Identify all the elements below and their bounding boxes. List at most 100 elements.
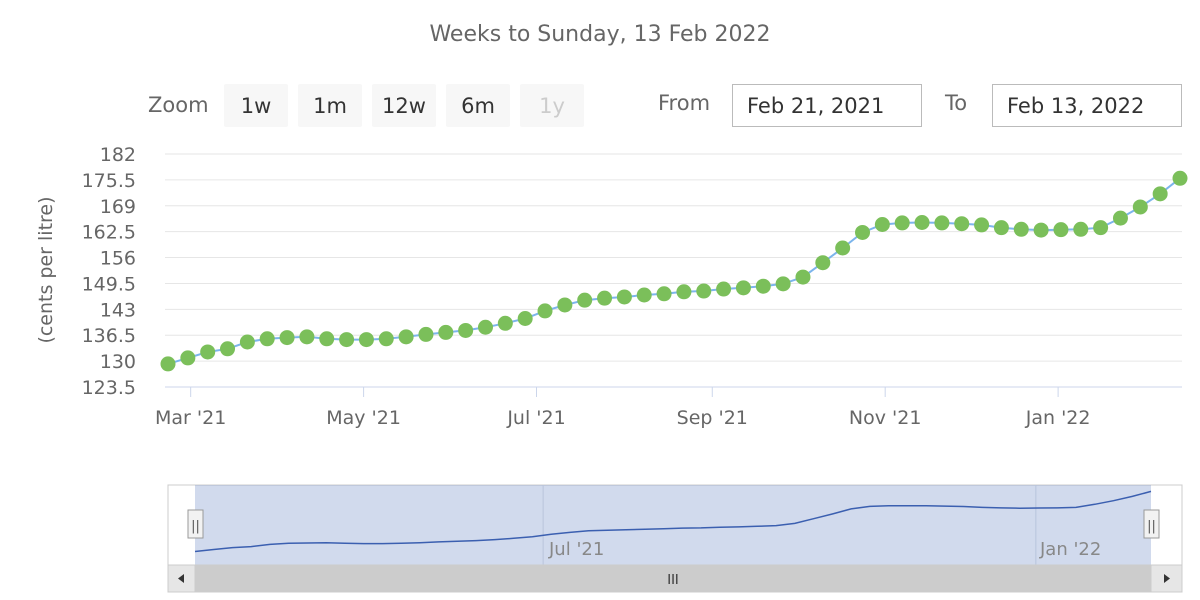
data-point-2021-07-04[interactable] — [537, 303, 553, 319]
navigator-label-jul: Jul '21 — [548, 539, 604, 560]
data-point-2022-02-13[interactable] — [1172, 170, 1188, 186]
data-point-2021-04-18[interactable] — [319, 331, 335, 347]
x-tick-label-2021-07-01: Jul '21 — [506, 407, 565, 429]
range-from-label: From — [658, 91, 711, 115]
data-point-2021-05-23[interactable] — [418, 326, 434, 342]
y-axis-title: (cents per litre) — [35, 196, 57, 343]
data-point-2021-07-11[interactable] — [557, 297, 573, 313]
y-tick-label-130: 130 — [100, 351, 136, 373]
data-point-2021-06-27[interactable] — [517, 310, 533, 326]
data-point-2021-10-24[interactable] — [855, 224, 871, 240]
y-tick-label-156: 156 — [100, 248, 136, 270]
navigator-right-handle[interactable]: || — [1143, 509, 1160, 539]
scrollbar-thumb[interactable] — [194, 564, 1152, 593]
left-handle-grip: || — [191, 519, 200, 534]
data-point-2021-10-17[interactable] — [835, 240, 851, 256]
data-point-2021-08-15[interactable] — [656, 286, 672, 302]
data-point-2021-12-26[interactable] — [1033, 222, 1049, 238]
range-to-input[interactable] — [992, 84, 1182, 127]
data-point-2021-03-21[interactable] — [239, 334, 255, 350]
scrollbar[interactable]: III — [167, 564, 1183, 593]
data-point-2021-04-04[interactable] — [279, 330, 295, 346]
data-point-2021-06-06[interactable] — [458, 322, 474, 338]
y-tick-label-182: 182 — [100, 144, 136, 166]
data-point-2021-03-14[interactable] — [220, 341, 236, 357]
zoom-label: Zoom — [148, 93, 209, 117]
data-point-2021-11-07[interactable] — [894, 215, 910, 231]
y-tick-label-162.5: 162.5 — [82, 222, 136, 244]
zoom-12w-button[interactable]: 12w — [372, 84, 436, 127]
data-point-2021-04-25[interactable] — [339, 332, 355, 348]
data-point-2021-09-05[interactable] — [716, 281, 732, 297]
scroll-left-arrow-icon — [178, 574, 184, 583]
x-tick-label-2021-11-01: Nov '21 — [849, 407, 922, 429]
data-point-2021-11-14[interactable] — [914, 215, 930, 231]
navigator[interactable]: Jul '21 Jan '22 || || — [167, 484, 1183, 566]
data-point-2021-02-28[interactable] — [180, 350, 196, 366]
data-point-2021-08-22[interactable] — [676, 284, 692, 300]
zoom-6m-button[interactable]: 6m — [446, 84, 510, 127]
data-point-2021-05-09[interactable] — [378, 331, 394, 347]
chart-subtitle: Weeks to Sunday, 13 Feb 2022 — [429, 22, 771, 47]
data-point-2021-12-19[interactable] — [1013, 221, 1029, 237]
data-point-2022-01-02[interactable] — [1053, 222, 1069, 238]
navigator-label-jan: Jan '22 — [1039, 539, 1101, 560]
data-point-2021-08-01[interactable] — [616, 289, 632, 305]
navigator-selected-range[interactable] — [195, 485, 1151, 565]
data-point-2021-05-30[interactable] — [438, 324, 454, 340]
x-tick-label-2021-03-01: Mar '21 — [155, 407, 226, 429]
y-tick-label-123.5: 123.5 — [82, 377, 136, 399]
data-point-2021-09-12[interactable] — [735, 280, 751, 296]
data-point-2021-10-03[interactable] — [795, 269, 811, 285]
y-tick-label-149.5: 149.5 — [82, 273, 136, 295]
navigator-background — [167, 484, 1183, 566]
data-point-2022-01-30[interactable] — [1132, 199, 1148, 215]
data-point-2021-08-29[interactable] — [696, 283, 712, 299]
zoom-1m-button[interactable]: 1m — [298, 84, 362, 127]
right-handle-grip: || — [1147, 519, 1156, 534]
series-line — [167, 177, 1181, 365]
zoom-1w-button[interactable]: 1w — [224, 84, 288, 127]
y-tick-label-143: 143 — [100, 299, 136, 321]
data-point-2021-03-07[interactable] — [200, 344, 216, 360]
data-point-2021-10-31[interactable] — [874, 216, 890, 232]
data-point-2021-11-28[interactable] — [954, 216, 970, 232]
data-point-2021-02-21[interactable] — [160, 356, 176, 372]
x-tick-label-2022-01-01: Jan '22 — [1025, 407, 1091, 429]
data-point-2022-01-09[interactable] — [1073, 221, 1089, 237]
data-point-2022-01-16[interactable] — [1093, 220, 1109, 236]
data-point-2021-12-05[interactable] — [974, 217, 990, 233]
data-point-2021-09-26[interactable] — [775, 276, 791, 292]
series-markers — [160, 170, 1188, 372]
data-point-2021-08-08[interactable] — [636, 287, 652, 303]
x-axis-ticks: Mar '21 May '21 Jul '21 Sep '21 Nov '21 Jan '… — [155, 387, 1090, 429]
y-tick-label-169: 169 — [100, 196, 136, 218]
data-point-2021-05-16[interactable] — [398, 329, 414, 345]
data-point-2021-09-19[interactable] — [755, 278, 771, 294]
range-to-label: To — [945, 91, 968, 115]
data-point-2021-05-02[interactable] — [358, 332, 374, 348]
y-tick-label-175.5: 175.5 — [82, 170, 136, 192]
navigator-left-handle[interactable]: || — [187, 509, 204, 539]
grid-lines — [165, 153, 1182, 362]
data-point-2021-07-25[interactable] — [597, 290, 613, 306]
range-from-input[interactable] — [732, 84, 922, 127]
data-point-2021-12-12[interactable] — [993, 220, 1009, 236]
y-tick-label-136.5: 136.5 — [82, 325, 136, 347]
x-tick-label-2021-05-01: May '21 — [326, 407, 401, 429]
data-point-2021-07-18[interactable] — [577, 292, 593, 308]
zoom-1y-button[interactable]: 1y — [520, 84, 584, 127]
scrollbar-grip: III — [667, 573, 679, 588]
data-point-2022-02-06[interactable] — [1152, 186, 1168, 202]
scroll-right-arrow-icon — [1164, 574, 1170, 583]
data-point-2022-01-23[interactable] — [1112, 210, 1128, 226]
data-point-2021-03-28[interactable] — [259, 331, 275, 347]
navigator-series-line — [194, 490, 1152, 553]
data-point-2021-04-11[interactable] — [299, 329, 315, 345]
data-point-2021-06-20[interactable] — [497, 315, 513, 331]
data-point-2021-11-21[interactable] — [934, 215, 950, 231]
data-point-2021-10-10[interactable] — [815, 255, 831, 271]
navigator-grid — [542, 485, 1037, 565]
data-point-2021-06-13[interactable] — [477, 319, 493, 335]
